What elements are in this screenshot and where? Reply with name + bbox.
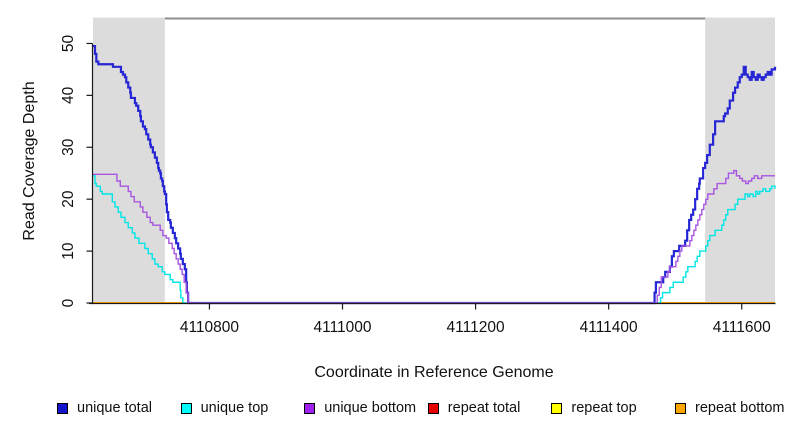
legend-label: repeat top — [571, 400, 637, 416]
legend-label: repeat total — [447, 400, 521, 416]
legend-item-repeat-total: repeat total — [427, 399, 521, 417]
legend-swatch-icon — [427, 402, 439, 414]
x-tick-label: 4111200 — [447, 319, 505, 336]
legend-item-unique-bottom: unique bottom — [304, 399, 416, 417]
y-tick-label: 30 — [60, 138, 77, 156]
legend-label: unique total — [77, 400, 152, 416]
legend-swatch-icon — [551, 402, 563, 414]
x-axis-title: Coordinate in Reference Genome — [314, 364, 554, 381]
legend-item-repeat-top: repeat top — [551, 399, 637, 417]
x-tick-label: 4110800 — [180, 319, 240, 336]
legend-item-unique-top: unique top — [180, 399, 269, 417]
y-axis-title: Read Coverage Depth — [21, 81, 38, 241]
legend-item-unique-total: unique total — [57, 399, 152, 417]
legend-swatch-icon — [180, 402, 192, 414]
series-unique-top — [93, 175, 776, 304]
legend-swatch-icon — [57, 402, 68, 414]
series-unique-bottom — [93, 169, 775, 304]
legend-item-repeat-bottom: repeat bottom — [675, 399, 784, 417]
y-tick-label: 10 — [60, 242, 77, 260]
shaded-region-left — [93, 17, 165, 303]
legend-label: unique top — [200, 400, 269, 416]
y-tick-label: 20 — [60, 190, 77, 208]
x-tick-label: 4111400 — [580, 319, 638, 336]
chart-legend: unique total unique top unique bottom repea… — [0, 399, 792, 421]
x-tick-label: 4111600 — [713, 319, 771, 336]
legend-label: repeat bottom — [695, 400, 785, 416]
y-tick-label: 40 — [60, 86, 77, 104]
y-tick-label: 50 — [60, 34, 77, 52]
legend-swatch-icon — [675, 402, 686, 414]
legend-swatch-icon — [304, 402, 316, 414]
shaded-region-right — [705, 17, 775, 303]
x-tick-label: 4111000 — [313, 319, 371, 336]
legend-label: unique bottom — [324, 400, 417, 416]
series-unique-total — [93, 44, 777, 305]
y-tick-label: 0 — [60, 298, 77, 307]
